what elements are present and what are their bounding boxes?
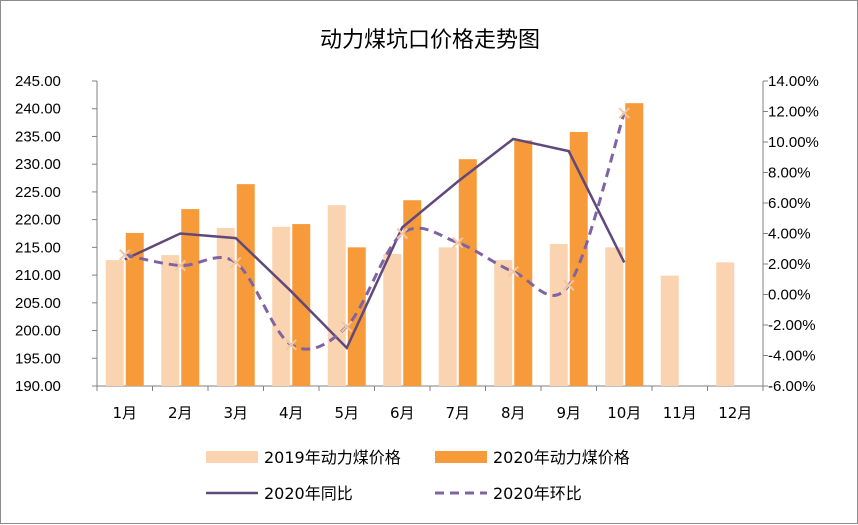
bar-2020 bbox=[458, 159, 477, 386]
category-label: 5月 bbox=[334, 404, 359, 422]
marker-stroke bbox=[285, 339, 297, 351]
mom-marker bbox=[618, 107, 630, 119]
bar-2019 bbox=[660, 275, 679, 386]
right-tick-label: 12.00% bbox=[768, 104, 819, 121]
left-tick-label: 200.00 bbox=[15, 323, 61, 340]
mom-marker bbox=[507, 265, 519, 278]
axes bbox=[92, 80, 768, 391]
bar-2019 bbox=[272, 226, 291, 386]
lines bbox=[119, 107, 630, 351]
bar-2019 bbox=[161, 255, 180, 386]
marker-stroke bbox=[452, 236, 464, 249]
mom-marker bbox=[119, 249, 131, 261]
left-tick-label: 220.00 bbox=[15, 212, 61, 229]
mom-marker bbox=[285, 339, 297, 351]
left-axis-ticks: 190.00 195.00 200.00 205.00 210.00 215.00 220.… bbox=[15, 73, 61, 395]
left-tick-label: 210.00 bbox=[15, 267, 61, 284]
marker-stroke bbox=[563, 279, 575, 292]
left-tick-label: 215.00 bbox=[15, 239, 61, 256]
chart-title: 动力煤坑口价格走势图 bbox=[320, 28, 540, 53]
bar-2019 bbox=[216, 227, 235, 386]
category-label: 4月 bbox=[279, 404, 304, 422]
category-label: 1月 bbox=[112, 404, 137, 422]
left-tick-label: 195.00 bbox=[15, 350, 61, 367]
right-tick-label: 14.00% bbox=[768, 73, 819, 90]
right-tick-label: 2.00% bbox=[768, 256, 811, 273]
bars bbox=[105, 103, 735, 386]
left-tick-label: 240.00 bbox=[15, 101, 61, 118]
line-2020-yoy bbox=[124, 137, 626, 351]
legend-item: 2020年动力煤价格 bbox=[435, 448, 630, 467]
legend-label: 2019年动力煤价格 bbox=[264, 448, 401, 467]
right-axis-ticks: -6.00% -4.00% -2.00% 0.00% 2.00% 4.00% 6.00% 8.… bbox=[768, 73, 819, 395]
right-tick-label: -2.00% bbox=[768, 317, 816, 334]
bar-2019 bbox=[383, 254, 402, 386]
bar-2019 bbox=[549, 244, 568, 386]
left-tick-label: 230.00 bbox=[15, 156, 61, 173]
marker-stroke bbox=[341, 320, 353, 333]
mom-marker bbox=[230, 256, 242, 269]
bar-2019 bbox=[327, 205, 346, 386]
legend-item: 2019年动力煤价格 bbox=[206, 448, 401, 467]
left-tick-label: 235.00 bbox=[15, 128, 61, 145]
marker-stroke bbox=[119, 249, 131, 261]
mom-marker bbox=[563, 279, 575, 292]
category-label: 11月 bbox=[663, 404, 697, 422]
legend-swatch bbox=[206, 451, 258, 463]
marker-stroke bbox=[396, 227, 408, 240]
mom-marker bbox=[396, 227, 408, 240]
legend-label: 2020年动力煤价格 bbox=[493, 448, 630, 467]
bar-2020 bbox=[569, 132, 588, 386]
bar-2020 bbox=[292, 224, 311, 386]
category-label: 3月 bbox=[223, 404, 248, 422]
mom-marker bbox=[341, 320, 353, 333]
bar-2019 bbox=[438, 247, 457, 386]
category-label: 10月 bbox=[607, 404, 641, 422]
right-tick-label: 8.00% bbox=[768, 165, 811, 182]
bar-2019 bbox=[494, 260, 513, 386]
legend-swatch bbox=[435, 451, 487, 463]
marker-stroke bbox=[174, 259, 186, 272]
left-tick-label: 190.00 bbox=[15, 378, 61, 395]
bar-2020 bbox=[514, 140, 533, 386]
marker-stroke bbox=[618, 107, 630, 119]
bar-2020 bbox=[625, 103, 644, 386]
right-tick-label: 0.00% bbox=[768, 287, 811, 304]
right-tick-label: 10.00% bbox=[768, 134, 819, 151]
legend-label: 2020年同比 bbox=[264, 484, 353, 503]
mom-marker bbox=[452, 236, 464, 249]
right-tick-label: 4.00% bbox=[768, 226, 811, 243]
category-label: 9月 bbox=[556, 404, 581, 422]
category-label: 7月 bbox=[445, 404, 470, 422]
line-2020-mom bbox=[124, 112, 626, 351]
right-tick-label: -4.00% bbox=[768, 348, 816, 365]
left-tick-label: 225.00 bbox=[15, 184, 61, 201]
category-label: 2月 bbox=[168, 404, 193, 422]
mom-marker bbox=[174, 259, 186, 272]
category-label: 8月 bbox=[501, 404, 526, 422]
bar-2019 bbox=[716, 262, 735, 386]
legend-item: 2020年环比 bbox=[435, 484, 582, 503]
category-label: 6月 bbox=[390, 404, 415, 422]
legend: 2019年动力煤价格 2020年动力煤价格 2020年同比 2020年环比 bbox=[206, 448, 630, 503]
legend-label: 2020年环比 bbox=[493, 484, 582, 503]
left-tick-label: 245.00 bbox=[15, 73, 61, 90]
category-label: 12月 bbox=[718, 404, 752, 422]
marker-stroke bbox=[230, 256, 242, 269]
bar-2020 bbox=[125, 232, 144, 386]
bar-2019 bbox=[605, 247, 624, 386]
right-tick-label: -6.00% bbox=[768, 378, 816, 395]
bar-2020 bbox=[181, 209, 200, 386]
legend-item: 2020年同比 bbox=[206, 484, 353, 503]
bar-2020 bbox=[403, 200, 422, 386]
bar-2019 bbox=[105, 260, 124, 386]
marker-stroke bbox=[507, 265, 519, 278]
bar-2020 bbox=[236, 184, 255, 386]
category-labels: 1月 2月 3月 4月 5月 6月 7月 8月 9月 10月 11月 12月 bbox=[112, 404, 752, 422]
bar-2020 bbox=[347, 247, 366, 386]
right-tick-label: 6.00% bbox=[768, 195, 811, 212]
left-tick-label: 205.00 bbox=[15, 295, 61, 312]
